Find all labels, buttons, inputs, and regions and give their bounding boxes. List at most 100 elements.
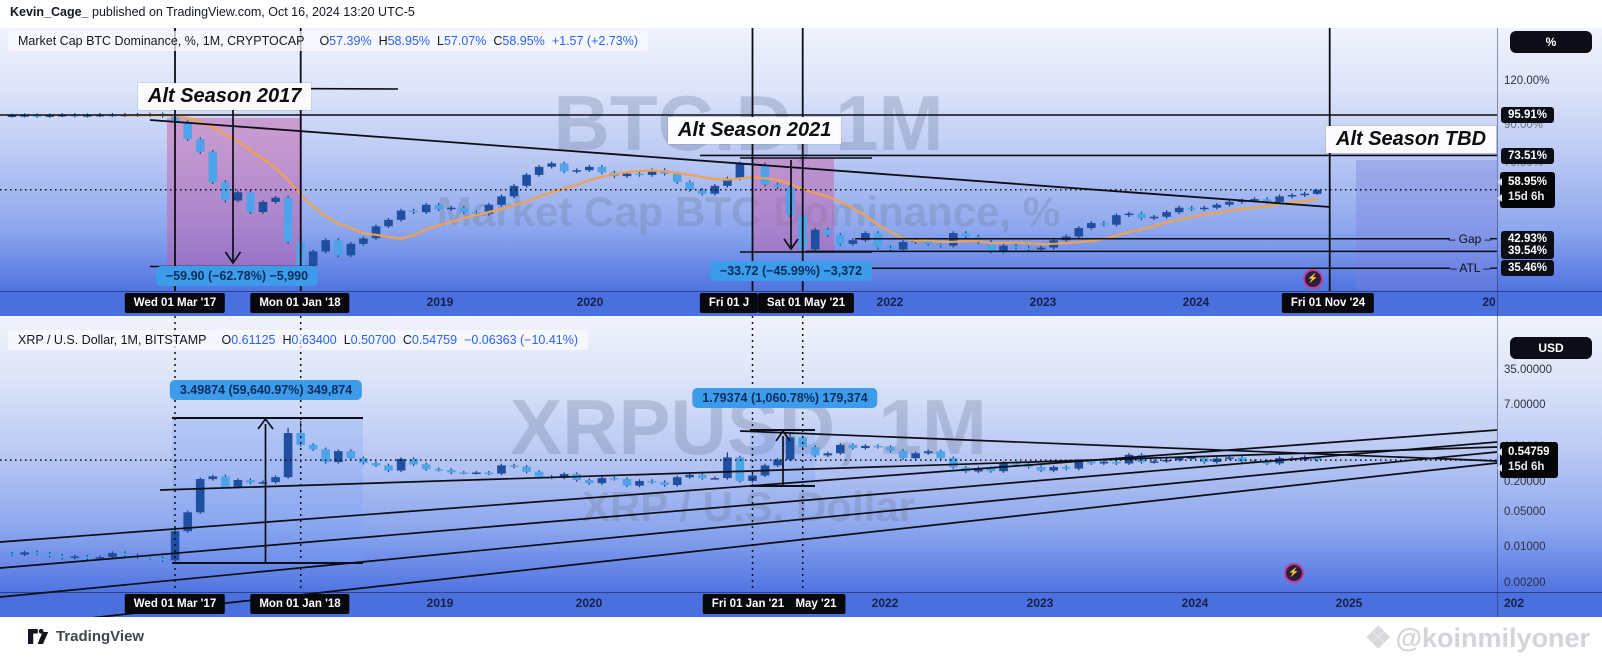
usd-axis-button[interactable]: USD [1510,337,1592,359]
xrp-last-price: 0.54759 [1508,446,1550,459]
btcd-measurement-label[interactable]: −59.90 (−62.78%) −5,990 [155,266,319,286]
btcd-year-label[interactable]: 20 [1482,295,1496,309]
btcd-current-price-label: 58.95% 15d 6h [1496,171,1556,208]
btcd-measurement-label[interactable]: −33.72 (−45.99%) −3,372 [709,261,873,281]
gap-line-label: – Gap – [1448,231,1492,246]
btcd-axis-level-label: 95.91% [1501,107,1555,123]
xrp-measure-2017-arrowhead [257,417,274,430]
xrp-year-label[interactable]: 2025 [1335,596,1363,610]
xrp-event-date-label[interactable]: Mon 01 Jan '18 [250,594,350,614]
btcd-year-label[interactable]: 2022 [876,295,904,309]
author-handle: @koinmilyoner [1395,623,1590,653]
xrp-axis-tick: 35.00000 [1504,363,1552,376]
tradingview-brand-label: TradingView [56,628,145,645]
xrp-legend-title[interactable]: XRP / U.S. Dollar, 1M, BITSTAMP [18,333,207,347]
change-value: +1.57 (+2.73%) [551,34,638,48]
high-label: H [378,34,388,48]
btcd-legend[interactable]: Market Cap BTC Dominance, %, 1M, CRYPTOC… [8,31,648,51]
btcd-year-label[interactable]: 2023 [1029,295,1057,309]
descending-trendline[interactable] [149,119,1331,208]
high-value: 58.95% [387,34,431,48]
xrp-year-label[interactable]: 2020 [575,596,603,610]
xrp-year-label[interactable]: 2024 [1181,596,1209,610]
change-value: −0.06363 (−10.41%) [464,333,579,347]
btcd-event-date-label[interactable]: Wed 01 Mar '17 [124,293,226,313]
btcd-last-price: 58.95% [1508,175,1548,188]
xrp-axis-tick: 0.00200 [1504,576,1546,589]
xrp-year-label[interactable]: 2023 [1026,596,1054,610]
xrp-measurement-label[interactable]: 1.79374 (1,060.78%) 179,374 [692,388,878,408]
btcd-year-label[interactable]: 2020 [576,295,604,309]
btcd-bar-countdown: 15d 6h [1508,190,1545,203]
btcd-axis-level-label: 73.51% [1501,147,1555,164]
btcd-axis-level-label: 39.54% [1501,243,1555,260]
btcd-moving-average-line [123,114,1319,246]
xrp-year-label[interactable]: 202 [1503,596,1525,610]
low-value: 57.07% [443,34,487,48]
open-label: O [319,34,330,48]
close-value: 0.54759 [411,333,458,347]
high-label: H [282,333,292,347]
open-value: 0.61125 [231,333,276,347]
publish-info: published on TradingView.com, Oct 16, 20… [88,5,415,19]
btcd-axis-level-label: 35.46% [1501,260,1555,276]
btcd-event-date-label[interactable]: Sat 01 May '21 [757,293,855,313]
percent-axis-button[interactable]: % [1510,31,1592,53]
close-value: 58.95% [502,34,545,48]
atl-line-label: – ATL – [1449,261,1491,275]
open-value: 57.39% [329,34,372,48]
xrp-axis-tick: 0.01000 [1504,541,1546,554]
xrp-measure-2021-arrowhead [775,429,791,442]
xrp-trendline-2[interactable] [0,441,1498,569]
low-label: L [437,34,444,48]
xrp-trendline-1[interactable] [0,429,1498,543]
snapshot-badge-icon[interactable]: ⚡ [1284,563,1304,583]
close-label: C [493,34,503,48]
btcd-event-date-label[interactable]: Mon 01 Jan '18 [250,293,350,313]
xrp-legend[interactable]: XRP / U.S. Dollar, 1M, BITSTAMP O0.61125 H… [8,330,589,350]
btcd-event-date-label[interactable]: Fri 01 J [699,293,759,313]
xrp-measurement-label[interactable]: 3.49874 (59,640.97%) 349,874 [169,380,363,400]
footer-bar: TradingView ❖ @koinmilyoner [0,617,1602,659]
btcd-year-label[interactable]: 2024 [1182,295,1210,309]
measure-2021-arrowhead [783,238,799,251]
tradingview-logo-icon [28,628,49,644]
xrp-axis-tick: 0.20000 [1504,476,1546,489]
snapshot-badge-icon[interactable]: ⚡ [1303,269,1323,289]
annotation-alt-season-tbd[interactable]: Alt Season TBD [1326,126,1497,153]
price-axis-divider [1497,28,1498,617]
publish-header: Kevin_Cage_ published on TradingView.com… [10,5,415,19]
xrp-resistance-line[interactable] [739,430,1498,462]
xrp-bar-countdown: 15d 6h [1508,461,1545,474]
author-watermark: ❖ @koinmilyoner [1365,621,1590,656]
low-value: 0.50700 [350,333,396,347]
low-label: L [343,333,351,347]
xrp-current-price-label: 0.54759 15d 6h [1497,442,1558,479]
author-name: Kevin_Cage_ [10,5,89,19]
close-label: C [402,333,412,347]
xrp-trendline-3[interactable] [0,451,1498,598]
btcd-axis-tick: 120.00% [1504,74,1550,87]
annotation-alt-season-2017[interactable]: Alt Season 2017 [138,83,312,110]
measure-2017-arrowhead [224,251,242,265]
xrp-axis-tick: 0.05000 [1504,506,1546,519]
xrp-trendline-5[interactable] [159,446,1498,491]
open-label: O [221,333,232,347]
xrp-year-label[interactable]: 2019 [426,596,454,610]
high-value: 0.63400 [291,333,337,347]
annotation-alt-season-2021[interactable]: Alt Season 2021 [668,117,842,144]
xrp-axis-tick: 7.00000 [1504,398,1546,411]
btcd-year-label[interactable]: 2019 [426,295,454,309]
xrp-event-date-label[interactable]: Wed 01 Mar '17 [124,594,226,614]
btcd-axis-level-label: 42.93% [1501,230,1555,247]
tradingview-brand[interactable]: TradingView [28,627,144,646]
xrp-trendline-4[interactable] [0,462,1498,629]
xrp-year-label[interactable]: 2022 [871,596,899,610]
xrp-event-date-label[interactable]: May '21 [786,594,846,614]
xrp-event-date-label[interactable]: Fri 01 Jan '21 [702,594,794,614]
btcd-event-date-label[interactable]: Fri 01 Nov '24 [1281,293,1375,313]
diamond-logo-icon: ❖ [1364,622,1392,655]
btcd-legend-title[interactable]: Market Cap BTC Dominance, %, 1M, CRYPTOC… [18,34,305,48]
